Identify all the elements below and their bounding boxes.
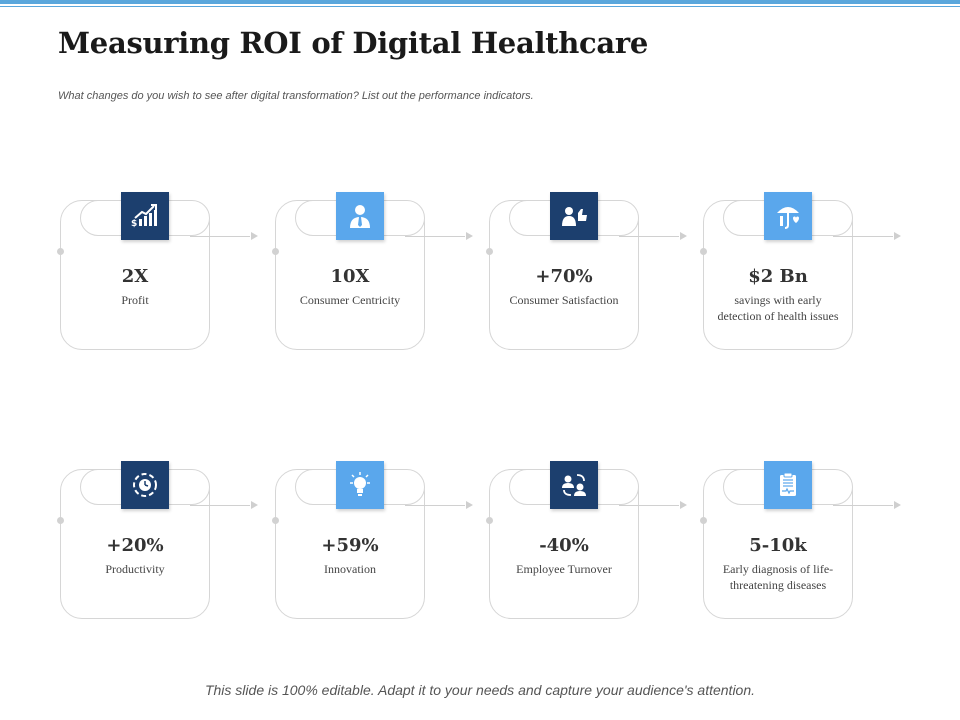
indicator-value: 2X	[121, 266, 149, 287]
indicator-value: 5-10k	[749, 535, 807, 556]
lightbulb-icon	[336, 461, 384, 509]
connector-dot	[57, 517, 64, 524]
thumbs-up-person-icon	[550, 192, 598, 240]
top-accent-line	[0, 6, 960, 7]
indicator-label: Employee Turnover	[516, 562, 612, 576]
indicator-value: +70%	[535, 266, 593, 287]
connector-dot	[272, 517, 279, 524]
connector-arrow	[680, 501, 687, 509]
connector-line	[190, 236, 250, 237]
gear-clock-icon	[121, 461, 169, 509]
connector-arrow	[466, 232, 473, 240]
connector-line	[833, 236, 893, 237]
indicator-label: Consumer Centricity	[299, 293, 401, 307]
connector-arrow	[894, 232, 901, 240]
connector-arrow	[466, 501, 473, 509]
svg-text:$: $	[131, 219, 137, 229]
connector-line	[405, 505, 465, 506]
umbrella-heart-icon	[764, 192, 812, 240]
connector-dot	[272, 248, 279, 255]
connector-line	[190, 505, 250, 506]
connector-line	[833, 505, 893, 506]
indicator-label: Profit	[121, 293, 149, 307]
page-subtitle: What changes do you wish to see after di…	[58, 90, 534, 102]
person-icon	[336, 192, 384, 240]
clipboard-pulse-icon	[764, 461, 812, 509]
connector-dot	[700, 517, 707, 524]
indicator-label: Productivity	[105, 562, 165, 576]
top-accent-bar	[0, 0, 960, 4]
connector-dot	[486, 248, 493, 255]
indicator-value: +20%	[106, 535, 164, 556]
growth-chart-icon: $	[121, 192, 169, 240]
connector-arrow	[251, 501, 258, 509]
indicator-label: Consumer Satisfaction	[509, 293, 619, 307]
connector-line	[619, 505, 679, 506]
connector-arrow	[680, 232, 687, 240]
connector-dot	[486, 517, 493, 524]
indicator-value: 10X	[330, 266, 370, 287]
connector-line	[405, 236, 465, 237]
page-title: Measuring ROI of Digital Healthcare	[58, 26, 649, 60]
connector-line	[619, 236, 679, 237]
people-exchange-icon	[550, 461, 598, 509]
indicator-value: $2 Bn	[748, 266, 808, 287]
connector-arrow	[894, 501, 901, 509]
footer-note: This slide is 100% editable. Adapt it to…	[204, 682, 756, 698]
indicator-label: savings with early detection of health i…	[717, 293, 839, 323]
connector-arrow	[251, 232, 258, 240]
connector-dot	[57, 248, 64, 255]
indicator-value: -40%	[539, 535, 589, 556]
connector-dot	[700, 248, 707, 255]
indicator-label: Early diagnosis of life-threatening dise…	[722, 562, 834, 592]
indicator-value: +59%	[321, 535, 379, 556]
indicator-label: Innovation	[324, 562, 376, 576]
